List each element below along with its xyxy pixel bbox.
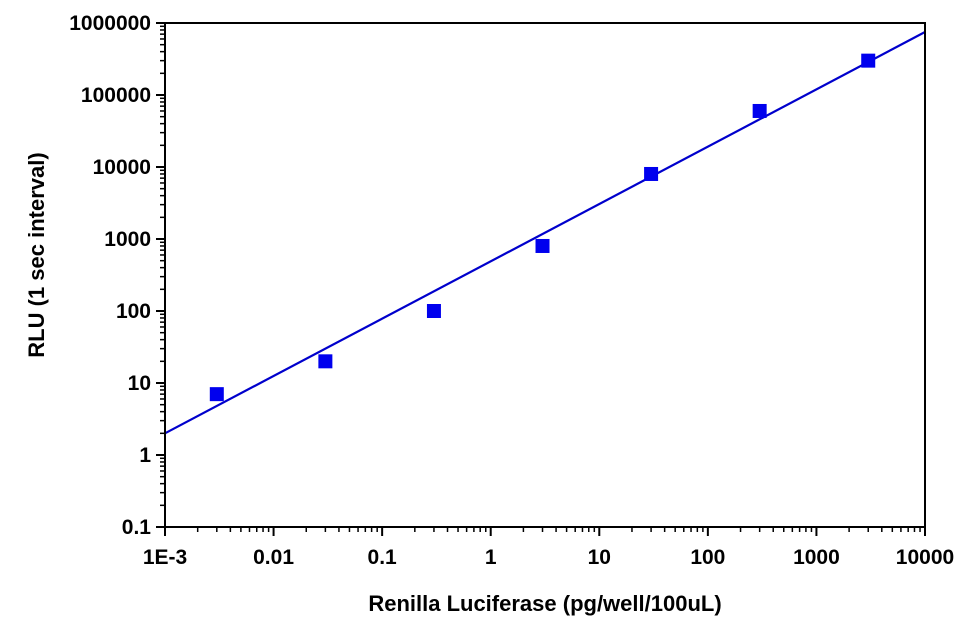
fit-line (164, 31, 926, 435)
y-tick-label: 1000000 (69, 12, 151, 35)
x-tick-label: 1 (485, 546, 497, 569)
data-point (644, 166, 659, 181)
y-tick-label: 1000 (104, 228, 151, 251)
x-tick-label: 0.01 (253, 546, 294, 569)
x-tick-label: 10 (588, 546, 611, 569)
x-tick-label: 0.1 (368, 546, 398, 569)
x-tick-labels: 1E-3 0.01 0.1 1 10 100 1000 10000 (143, 546, 954, 569)
data-point (535, 238, 550, 253)
data-point (426, 304, 441, 318)
y-tick-label: 10000 (93, 156, 151, 179)
x-tick-label: 1E-3 (143, 546, 187, 569)
fit-line-layer (164, 31, 926, 435)
x-tick-label: 100 (690, 546, 725, 569)
x-tick-label: 10000 (896, 546, 954, 569)
minor-ticks (160, 25, 921, 532)
data-point (318, 354, 333, 369)
y-axis-title: RLU (1 sec interval) (24, 152, 49, 357)
y-tick-label: 1 (139, 444, 151, 467)
y-tick-labels: 0.1 1 10 100 1000 10000 100000 1000000 (69, 12, 151, 539)
data-points-layer (209, 53, 876, 402)
data-point (752, 103, 767, 118)
y-tick-label: 100000 (81, 84, 151, 107)
data-point (209, 387, 224, 402)
x-tick-label: 1000 (793, 546, 840, 569)
y-tick-label: 0.1 (122, 516, 152, 539)
x-axis-title: Renilla Luciferase (pg/well/100uL) (368, 591, 721, 616)
plot-frame (164, 22, 926, 528)
major-ticks (156, 22, 926, 536)
y-tick-label: 100 (116, 300, 151, 323)
data-point (861, 53, 876, 68)
y-tick-label: 10 (128, 372, 151, 395)
